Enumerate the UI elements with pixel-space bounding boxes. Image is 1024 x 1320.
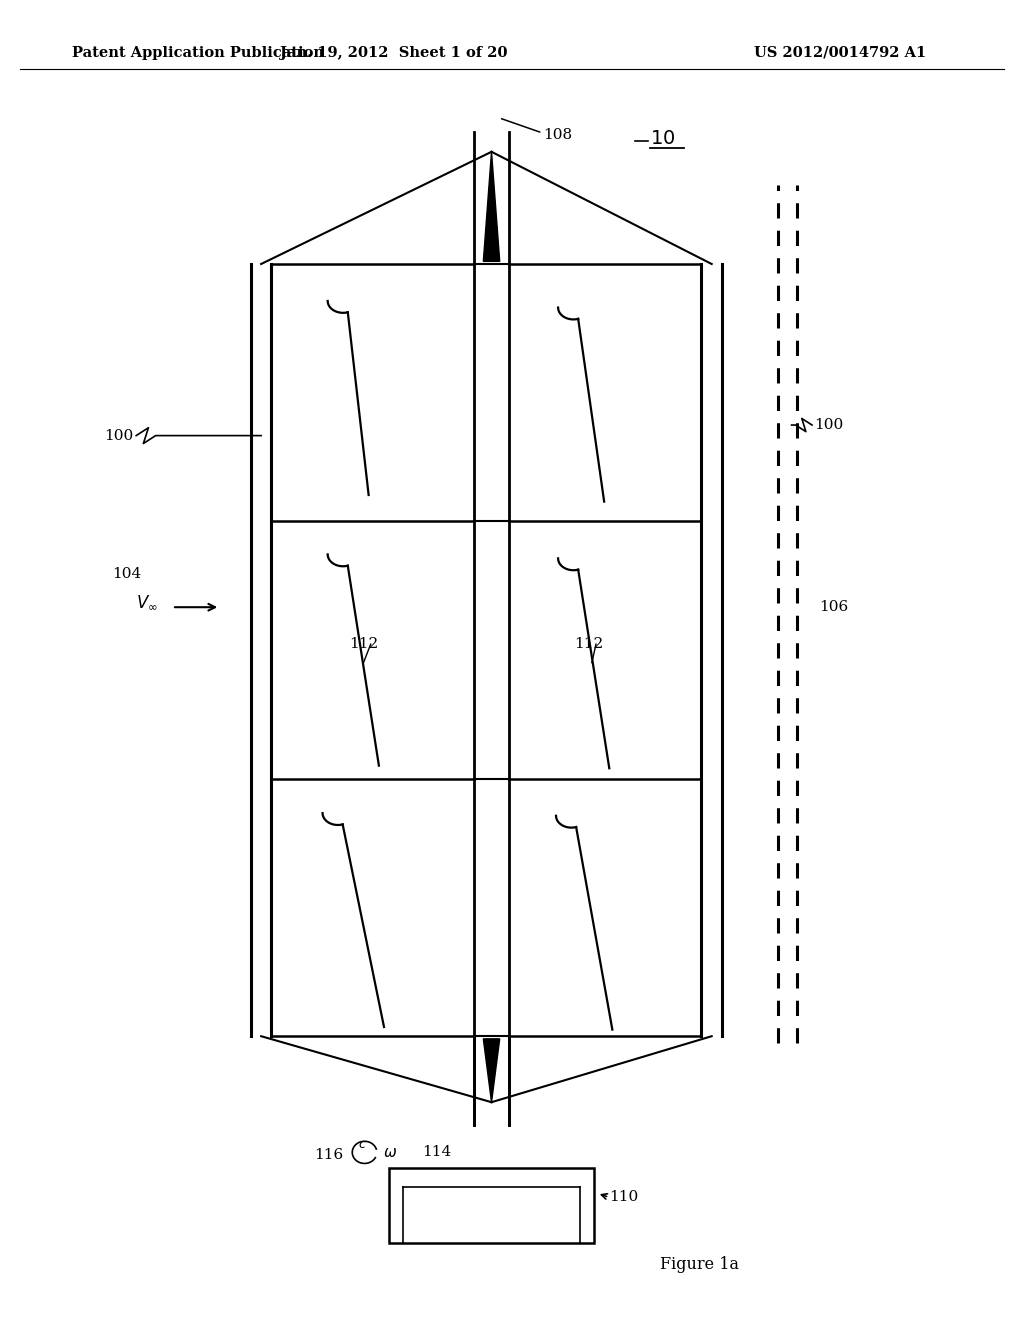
Bar <box>389 1168 594 1243</box>
Text: $V_\infty$: $V_\infty$ <box>136 593 158 611</box>
Text: 104: 104 <box>112 568 141 581</box>
Text: Figure 1a: Figure 1a <box>660 1257 739 1272</box>
Text: 100: 100 <box>814 418 844 432</box>
Text: US 2012/0014792 A1: US 2012/0014792 A1 <box>754 46 926 59</box>
Text: Jan. 19, 2012  Sheet 1 of 20: Jan. 19, 2012 Sheet 1 of 20 <box>281 46 508 59</box>
Text: c: c <box>358 1138 366 1151</box>
Text: 108: 108 <box>543 128 571 141</box>
Text: $\it{10}$: $\it{10}$ <box>650 129 676 148</box>
Text: Patent Application Publication: Patent Application Publication <box>72 46 324 59</box>
Text: 110: 110 <box>609 1191 639 1204</box>
Text: $\omega$: $\omega$ <box>383 1144 397 1160</box>
Text: 114: 114 <box>422 1146 452 1159</box>
Text: 100: 100 <box>103 429 133 442</box>
Polygon shape <box>483 1039 500 1102</box>
Text: 112: 112 <box>349 638 378 651</box>
Text: 106: 106 <box>819 601 849 614</box>
Text: 116: 116 <box>313 1148 343 1162</box>
Polygon shape <box>483 152 500 261</box>
Text: 112: 112 <box>574 638 603 651</box>
